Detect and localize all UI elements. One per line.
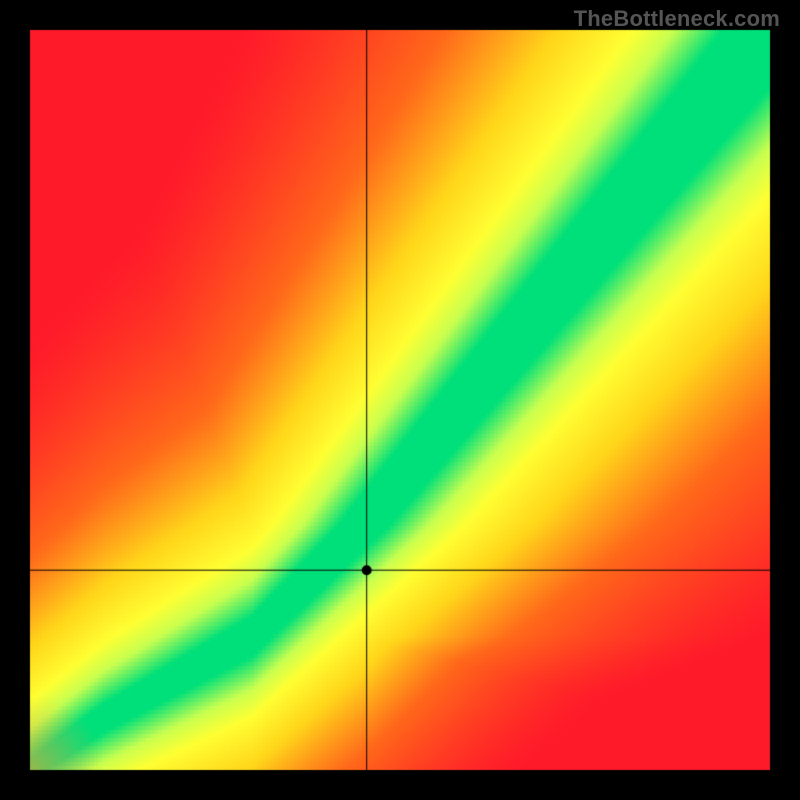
chart-container: TheBottleneck.com [0,0,800,800]
watermark-text: TheBottleneck.com [574,6,780,32]
bottleneck-heatmap [0,0,800,800]
